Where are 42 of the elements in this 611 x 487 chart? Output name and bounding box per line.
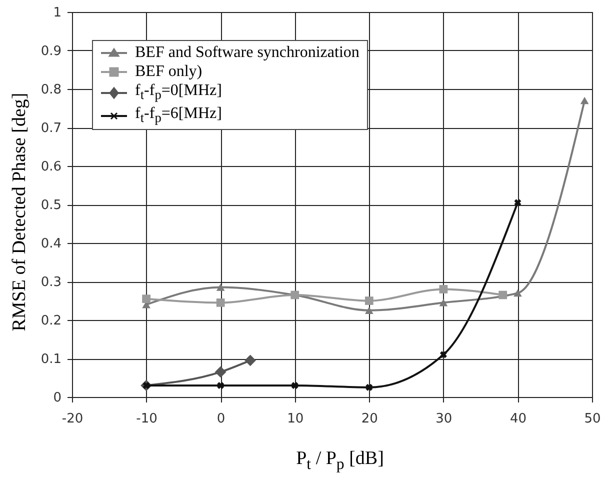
legend-label: BEF and Software synchronization [135, 43, 360, 62]
legend-label: f$_{t}$-f$_{p}$=6[MHz] [135, 104, 222, 128]
point [580, 96, 589, 104]
point [366, 384, 373, 391]
point [216, 284, 225, 291]
x-tick-label: 0 [216, 412, 226, 426]
x-tick-label: 30 [436, 412, 452, 426]
point [439, 285, 448, 294]
point [142, 294, 150, 304]
x-tick-label: 20 [361, 412, 378, 426]
y-tick-label: 0.2 [40, 314, 62, 328]
y-tick-label: 0 [53, 390, 62, 406]
point [364, 296, 374, 305]
point [514, 289, 522, 297]
point [498, 290, 508, 300]
y-tick-label: 0.9 [40, 44, 62, 59]
x-tick-label: 50 [584, 412, 601, 426]
y-tick-label: 0.5 [40, 198, 62, 213]
y-tick-label: 0.8 [40, 82, 62, 98]
y-tick-label: 0.7 [40, 121, 62, 136]
point [216, 298, 225, 307]
y-tick-label: 0.6 [40, 160, 62, 174]
point [514, 199, 522, 206]
point [440, 351, 447, 358]
y-tick-label: 0.4 [40, 236, 62, 252]
x-tick-label: -20 [62, 412, 84, 426]
point [439, 299, 448, 306]
point [364, 306, 374, 314]
y-axis-title: RMSE of Detected Phase [deg] [9, 92, 31, 332]
legend-label: f$_{t}$-f$_{p}$=0[MHz] [135, 81, 222, 104]
x-tick-label: 40 [510, 412, 526, 426]
legend-label: BEF only) [135, 62, 202, 81]
y-tick-label: 1 [53, 6, 62, 20]
point [291, 382, 298, 389]
y-tick-label: 0.3 [40, 275, 62, 290]
point [214, 366, 226, 378]
x-tick-label: 10 [287, 412, 304, 426]
point [244, 354, 256, 366]
point [217, 382, 224, 389]
y-tick-label: 0.1 [40, 352, 62, 367]
x-axis-title: P$_{t}$ / P$_{p}$ [dB] [296, 448, 384, 474]
x-tick-label: -10 [136, 412, 158, 426]
